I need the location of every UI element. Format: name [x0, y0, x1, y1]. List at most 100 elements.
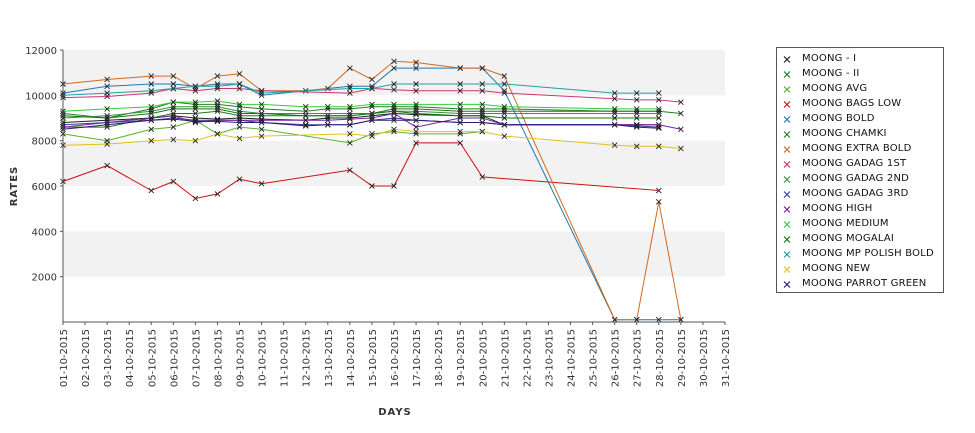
- x-tick-label: 29-10-2015: [677, 329, 688, 387]
- data-point: [479, 101, 486, 108]
- data-point: [413, 131, 419, 137]
- data-point: [457, 115, 464, 121]
- data-point: [678, 316, 684, 323]
- legend-item: MOONG MOGALAI: [777, 232, 943, 247]
- legend-label: MOONG GADAG 3RD: [802, 188, 909, 199]
- legend-marker-icon: [783, 251, 791, 258]
- data-point: [501, 106, 508, 112]
- data-point: [104, 162, 110, 169]
- y-tick-label: 10000: [25, 91, 57, 102]
- data-point: [479, 87, 486, 94]
- data-point: [347, 131, 353, 137]
- data-point: [170, 106, 177, 112]
- x-tick-label: 28-10-2015: [655, 329, 666, 387]
- data-point: [148, 81, 155, 87]
- data-point: [655, 97, 662, 103]
- data-point: [258, 106, 265, 112]
- x-tick-label: 14-10-2015: [346, 329, 357, 387]
- data-point: [347, 112, 353, 119]
- series-group: [60, 98, 662, 115]
- legend-marker-icon: [783, 281, 791, 288]
- data-point: [214, 103, 221, 110]
- data-point: [347, 65, 353, 71]
- data-point: [258, 119, 265, 126]
- data-point: [104, 90, 110, 96]
- data-point: [655, 110, 662, 117]
- legend-label: MOONG MOGALAI: [802, 233, 895, 244]
- grid-band: [63, 186, 725, 232]
- data-point: [611, 121, 618, 128]
- legend-label: MOONG NEW: [802, 263, 871, 274]
- data-point: [170, 99, 177, 105]
- x-tick-label: 31-10-2015: [721, 329, 732, 387]
- data-point: [104, 115, 110, 121]
- x-tick-label: 24-10-2015: [567, 329, 578, 387]
- legend: MOONG - I MOONG - II MOONG AVG MOONG BAGS L…: [776, 47, 944, 293]
- data-point: [302, 117, 309, 124]
- data-point: [236, 112, 243, 119]
- legend-marker-icon: [783, 146, 791, 153]
- data-point: [655, 115, 662, 121]
- data-point: [148, 117, 155, 124]
- x-tick-label: 10-10-2015: [258, 329, 269, 387]
- y-tick-label: 4000: [32, 227, 57, 238]
- data-point: [258, 180, 265, 187]
- data-point: [236, 110, 243, 117]
- data-point: [369, 115, 375, 121]
- data-point: [633, 106, 640, 112]
- data-point: [633, 316, 640, 323]
- data-point: [192, 106, 199, 112]
- data-point: [501, 90, 508, 96]
- data-point: [655, 316, 662, 323]
- data-point: [678, 99, 684, 105]
- data-point: [104, 121, 110, 128]
- data-point: [611, 110, 618, 117]
- data-point: [170, 136, 177, 143]
- data-point: [457, 106, 464, 112]
- legend-marker-icon: [783, 86, 791, 93]
- data-point: [192, 118, 199, 125]
- data-point: [324, 117, 331, 124]
- data-point: [413, 65, 419, 71]
- series-line: [62, 108, 659, 119]
- legend-marker-icon: [783, 176, 791, 183]
- data-point: [302, 123, 309, 129]
- data-point: [192, 101, 199, 108]
- data-point: [214, 191, 221, 197]
- data-point: [170, 85, 177, 92]
- legend-marker-icon: [783, 56, 791, 63]
- data-point: [324, 121, 331, 128]
- series-line: [62, 100, 659, 112]
- data-point: [457, 101, 464, 108]
- data-point: [302, 112, 309, 119]
- x-tick-label: 07-10-2015: [191, 329, 202, 387]
- legend-label: MOONG EXTRA BOLD: [802, 143, 912, 154]
- data-point: [347, 90, 353, 96]
- x-tick-label: 25-10-2015: [589, 329, 600, 387]
- data-point: [170, 73, 177, 79]
- data-point: [214, 85, 221, 92]
- data-point: [655, 143, 662, 150]
- x-tick-label: 08-10-2015: [214, 329, 225, 387]
- data-point: [457, 81, 464, 87]
- data-point: [369, 133, 375, 139]
- data-point: [479, 81, 486, 87]
- y-tick-label: 6000: [32, 182, 57, 193]
- data-point: [457, 119, 464, 126]
- data-point: [457, 65, 464, 71]
- x-tick-label: 02-10-2015: [81, 329, 92, 387]
- legend-label: MOONG - I: [802, 53, 857, 64]
- data-point: [148, 90, 155, 96]
- data-point: [479, 65, 486, 71]
- legend-label: MOONG GADAG 1ST: [802, 158, 907, 169]
- y-tick-label: 2000: [32, 273, 57, 284]
- series-line: [62, 106, 659, 119]
- data-point: [413, 117, 419, 124]
- series-line: [62, 83, 659, 96]
- data-point: [457, 112, 464, 119]
- data-point: [633, 115, 640, 121]
- data-point: [214, 98, 221, 104]
- data-point: [214, 73, 221, 79]
- data-point: [501, 81, 508, 87]
